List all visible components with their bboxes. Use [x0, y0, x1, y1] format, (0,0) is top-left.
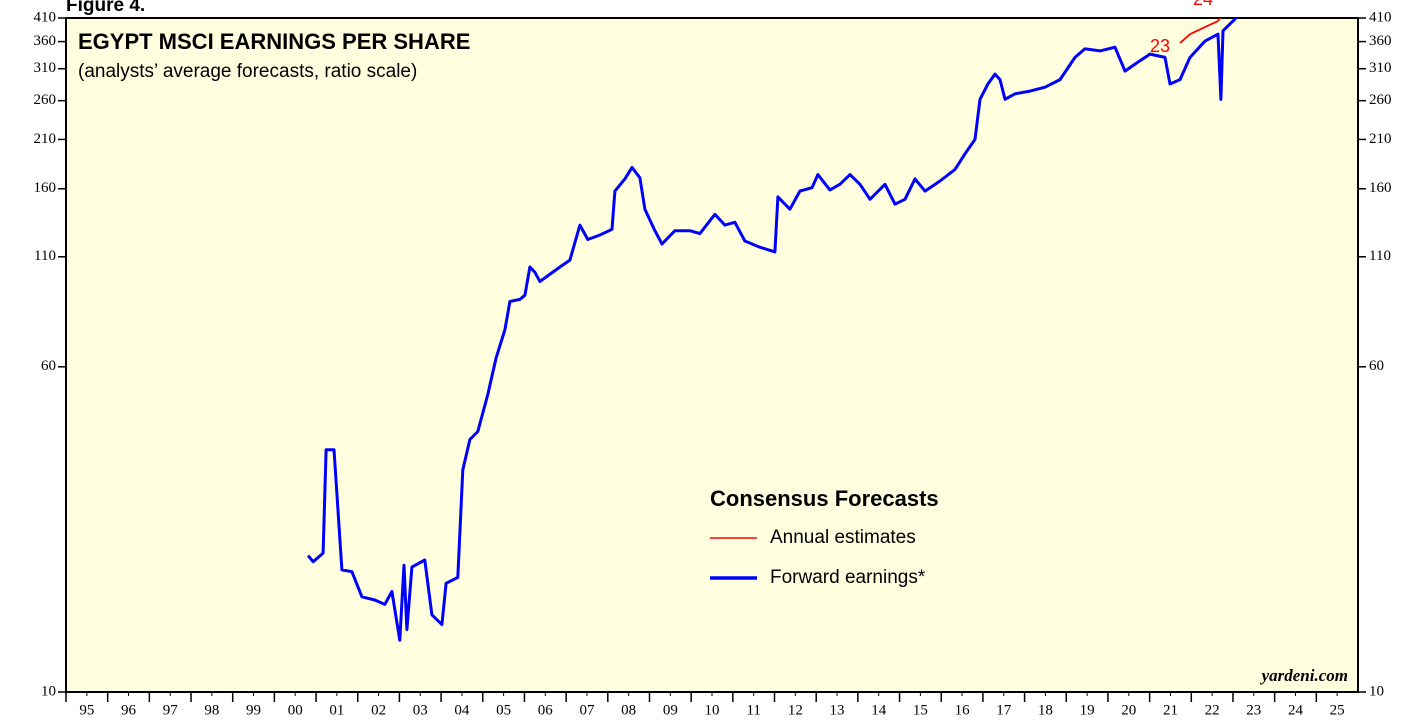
- x-tick-label: 98: [204, 702, 219, 718]
- y2-tick-label: 110: [1369, 248, 1391, 264]
- y2-tick-label: 360: [1369, 33, 1392, 49]
- x-tick-label: 05: [496, 702, 511, 718]
- x-tick-label: 03: [413, 702, 428, 718]
- y-tick-label: 110: [34, 248, 56, 264]
- y2-tick-label: 260: [1369, 92, 1392, 108]
- x-tick-label: 17: [996, 702, 1012, 718]
- legend-title: Consensus Forecasts: [710, 486, 939, 511]
- x-tick-label: 01: [329, 702, 344, 718]
- y-tick-label: 160: [34, 180, 57, 196]
- x-tick-label: 02: [371, 702, 386, 718]
- chart-subtitle: (analysts’ average forecasts, ratio scal…: [78, 61, 417, 82]
- x-tick-label: 20: [1121, 702, 1136, 718]
- line-series: [1179, 18, 1221, 44]
- x-tick-label: 95: [79, 702, 94, 718]
- figure-label: Figure 4.: [66, 0, 145, 16]
- x-tick-label: 07: [579, 702, 595, 718]
- x-tick-label: 11: [746, 702, 760, 718]
- x-tick-label: 97: [163, 702, 179, 718]
- plot-area: [65, 17, 1359, 693]
- x-tick-label: 14: [871, 702, 887, 718]
- y2-tick-label: 60: [1369, 358, 1384, 374]
- x-tick-label: 21: [1163, 702, 1178, 718]
- y-tick-label: 310: [34, 60, 57, 76]
- x-tick-label: 15: [913, 702, 928, 718]
- x-tick-label: 18: [1038, 702, 1053, 718]
- x-tick-label: 16: [955, 702, 971, 718]
- x-tick-label: 08: [621, 702, 636, 718]
- x-tick-label: 96: [121, 702, 137, 718]
- y2-tick-label: 160: [1369, 180, 1392, 196]
- y2-tick-label: 210: [1369, 131, 1392, 147]
- annotation: 24: [1193, 0, 1213, 9]
- x-tick-label: 09: [663, 702, 678, 718]
- y-tick-label: 10: [41, 683, 56, 699]
- y2-tick-label: 10: [1369, 683, 1384, 699]
- source: yardeni.com: [1260, 666, 1348, 685]
- x-tick-label: 06: [538, 702, 554, 718]
- x-tick-label: 99: [246, 702, 261, 718]
- y-tick-label: 410: [34, 9, 57, 25]
- x-tick-label: 13: [830, 702, 845, 718]
- x-tick-label: 25: [1330, 702, 1345, 718]
- line-series: [306, 18, 1238, 642]
- x-tick-label: 00: [288, 702, 303, 718]
- series-group: [306, 18, 1238, 642]
- legend-label: Annual estimates: [770, 527, 916, 548]
- y-tick-label: 60: [41, 358, 56, 374]
- x-tick-label: 24: [1288, 702, 1304, 718]
- chart-title: EGYPT MSCI EARNINGS PER SHARE: [78, 29, 470, 54]
- y2-tick-label: 310: [1369, 60, 1392, 76]
- y-tick-label: 260: [34, 92, 57, 108]
- x-tick-label: 22: [1205, 702, 1220, 718]
- y2-tick-label: 410: [1369, 9, 1392, 25]
- x-tick-label: 10: [705, 702, 720, 718]
- legend-label: Forward earnings*: [770, 567, 926, 588]
- x-tick-label: 04: [454, 702, 470, 718]
- y-tick-label: 210: [34, 131, 57, 147]
- x-tick-label: 19: [1080, 702, 1095, 718]
- y-tick-label: 360: [34, 33, 57, 49]
- annotation: 23: [1150, 36, 1170, 56]
- x-tick-label: 12: [788, 702, 803, 718]
- x-tick-label: 23: [1246, 702, 1261, 718]
